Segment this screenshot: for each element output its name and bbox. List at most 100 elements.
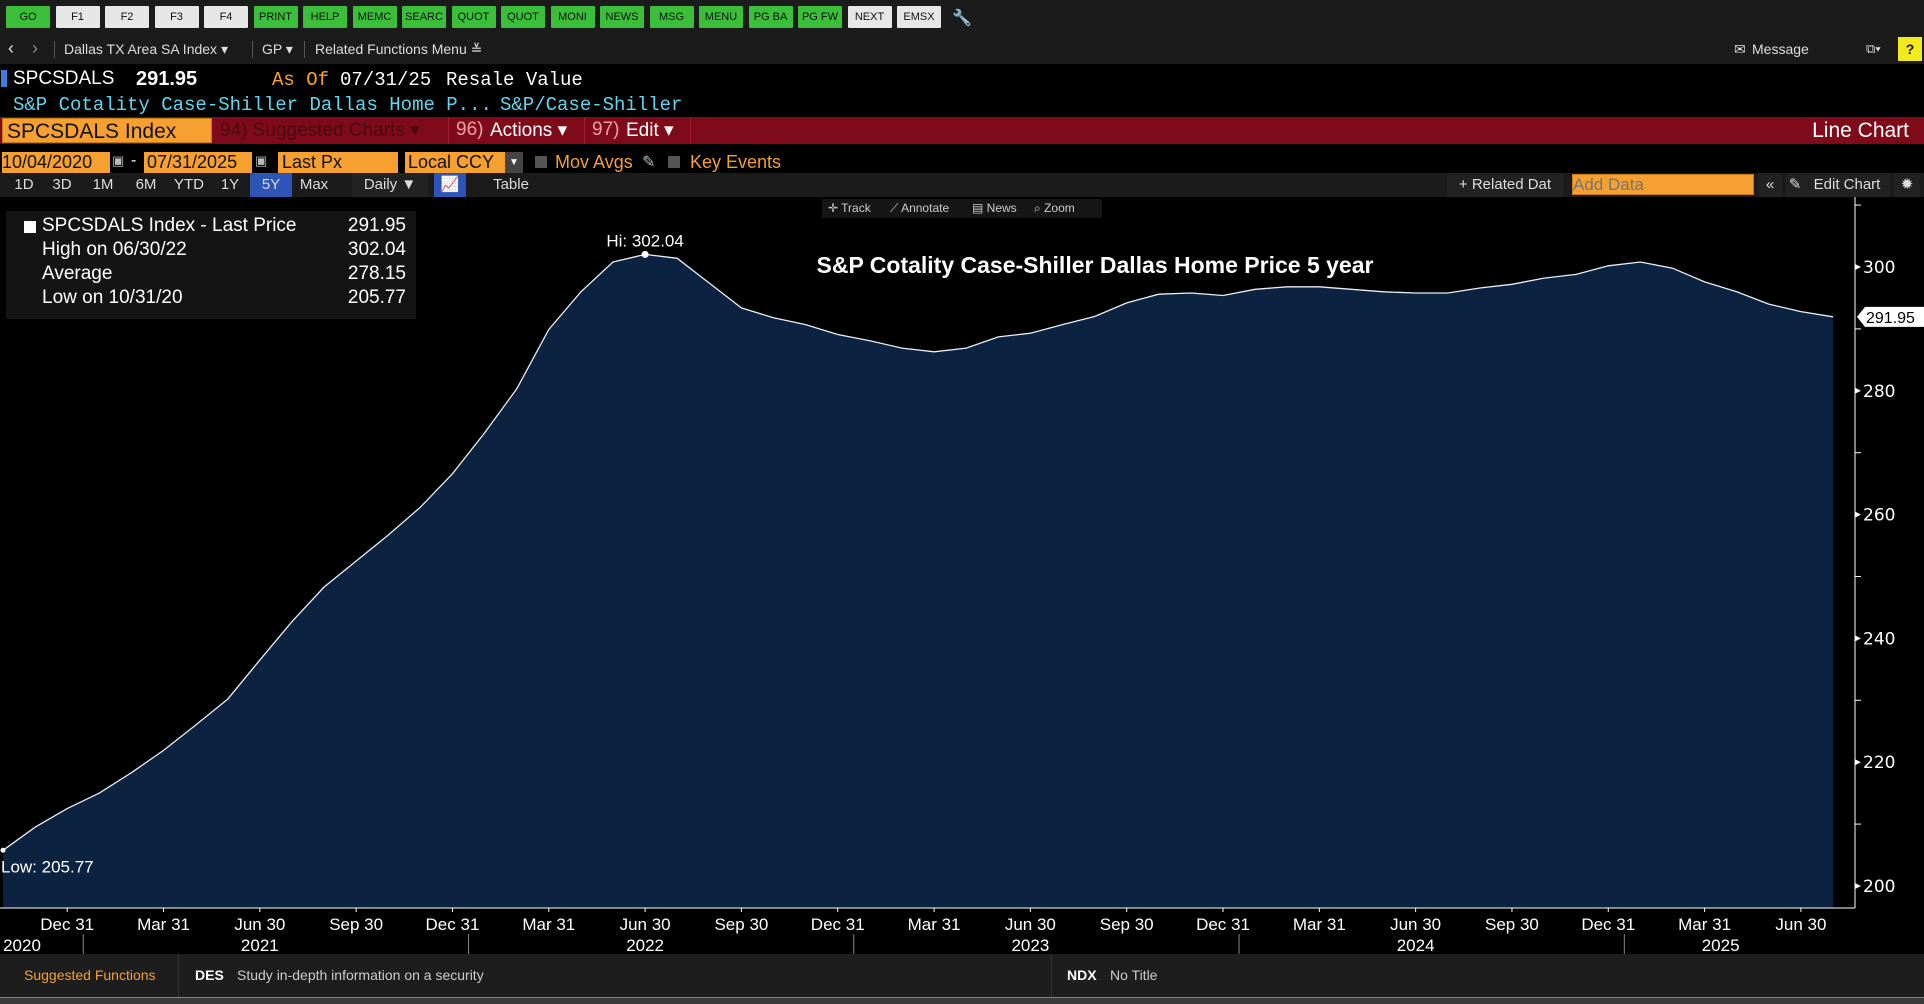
des-function-text[interactable]: Study in-depth information on a security	[237, 967, 484, 983]
des-function-code[interactable]: DES	[195, 967, 224, 983]
chart-area[interactable]: 200 220 240 260 280 300 291.95 Hi: 302.04 Low: 2…	[0, 197, 1924, 954]
help-button[interactable]: ?	[1898, 37, 1922, 61]
legend-average: 278.15	[347, 263, 406, 284]
toolbar-button-quot[interactable]: QUOT	[501, 6, 545, 28]
toolbar-button-moni[interactable]: MONI	[550, 6, 595, 28]
actions-menu[interactable]: Actions ▾	[490, 120, 568, 141]
year-label: 2024	[1397, 936, 1435, 954]
last-value-tag	[1857, 306, 1924, 327]
toolbar-button-memc[interactable]: MEMC	[352, 6, 397, 28]
related-functions-menu[interactable]: Related Functions Menu ≚	[315, 41, 483, 57]
range-button-max[interactable]: Max	[299, 176, 329, 193]
chart-legend: SPCSDALS Index - Last Price 291.95 High …	[6, 211, 416, 319]
legend-square-icon	[24, 221, 36, 233]
range-button-1m[interactable]: 1M	[92, 176, 114, 193]
ndx-function-text[interactable]: No Title	[1110, 967, 1158, 983]
chart-type-label: Line Chart	[1812, 119, 1909, 142]
chart-tools: ✛ Track ⟋ Annotate ▤ News ⌕ Zoom	[822, 199, 1102, 218]
wrench-icon[interactable]: 🔧	[952, 10, 972, 27]
news-tool[interactable]: ▤ News	[972, 201, 1017, 215]
back-icon[interactable]: ‹	[8, 38, 14, 58]
window-options-icon[interactable]: ⧉▾	[1866, 41, 1881, 56]
toolbar-button-emsx[interactable]: EMSX	[897, 6, 941, 28]
track-tool[interactable]: ✛ Track	[828, 201, 871, 215]
legend-average-label: Average	[42, 263, 113, 284]
year-label: 2022	[626, 936, 664, 954]
frequency-dropdown[interactable]: Daily ▼	[352, 173, 428, 197]
key-events-label: Key Events	[690, 152, 782, 172]
x-tick-label: Mar 31	[137, 915, 190, 934]
range-button-1y[interactable]: 1Y	[220, 176, 240, 193]
function-dropdown[interactable]: GP ▾	[262, 41, 293, 57]
toolbar-button-next[interactable]: NEXT	[847, 6, 892, 28]
taskbar	[0, 997, 1924, 1004]
field-input[interactable]: Last Px	[278, 152, 398, 173]
y-tick-label: 220	[1863, 753, 1895, 773]
toolbar-button-f1[interactable]: F1	[55, 6, 100, 28]
table-button[interactable]: Table	[493, 176, 529, 193]
legend-low: 205.77	[347, 287, 406, 308]
calendar-icon[interactable]: ▣	[112, 153, 125, 168]
pencil-icon[interactable]: ✎	[1786, 173, 1804, 197]
toolbar-button-help[interactable]: HELP	[303, 6, 347, 28]
legend-high: 302.04	[347, 239, 406, 260]
toolbar-button-pg-ba[interactable]: PG BA	[748, 6, 793, 28]
toolbar-button-pg-fw[interactable]: PG FW	[798, 6, 842, 28]
calendar-icon[interactable]: ▣	[255, 153, 268, 168]
end-date-input[interactable]: 07/31/2025	[144, 152, 252, 173]
x-tick-label: Mar 31	[908, 915, 961, 934]
function-toolbar: GO F1 F2 F3 F4 PRINT HELP MEMC SEARC QUOT QUOT MONI…	[0, 0, 1924, 34]
legend-title: SPCSDALS Index - Last Price	[42, 215, 297, 236]
toolbar-button-print[interactable]: PRINT	[253, 6, 298, 28]
y-tick	[1855, 511, 1861, 518]
edit-chart-button[interactable]: Edit Chart	[1804, 173, 1890, 197]
x-tick-label: Sep 30	[329, 915, 383, 934]
series-line	[2, 253, 1834, 851]
suggested-charts-menu[interactable]: 94) Suggested Charts ▾	[220, 120, 420, 141]
toolbar-button-quot[interactable]: QUOT	[451, 6, 496, 28]
edit-menu[interactable]: Edit ▾	[626, 120, 674, 141]
toolbar-button-news[interactable]: NEWS	[600, 6, 644, 28]
toolbar-button-f2[interactable]: F2	[105, 6, 149, 28]
y-tick	[1855, 264, 1861, 270]
key-events-checkbox[interactable]	[668, 156, 680, 168]
edit-menu-number[interactable]: 97)	[592, 119, 620, 140]
envelope-icon[interactable]: ✉	[1734, 41, 1746, 57]
range-button-6m[interactable]: 6M	[135, 176, 157, 193]
actions-menu-number[interactable]: 96)	[456, 119, 484, 140]
range-button-5y[interactable]: 5Y	[250, 173, 292, 197]
range-button-1d[interactable]: 1D	[14, 176, 34, 193]
forward-icon[interactable]: ›	[32, 38, 38, 58]
toolbar-button-searc[interactable]: SEARC	[402, 6, 446, 28]
mov-avgs-checkbox[interactable]	[535, 156, 547, 168]
toolbar-button-f4[interactable]: F4	[204, 6, 248, 28]
currency-dropdown[interactable]: Local CCY	[405, 152, 505, 173]
y-tick-label: 240	[1863, 629, 1895, 649]
security-dropdown[interactable]: Dallas TX Area SA Index ▾	[64, 41, 228, 57]
range-button-ytd[interactable]: YTD	[174, 176, 204, 193]
add-data-input[interactable]	[1572, 174, 1754, 195]
suggested-functions-bar: Suggested Functions DES Study in-depth i…	[0, 954, 1924, 997]
collapse-icon[interactable]: «	[1758, 173, 1782, 197]
y-tick-label: 280	[1863, 382, 1895, 402]
range-button-3d[interactable]: 3D	[52, 176, 72, 193]
security-input[interactable]: SPCSDALS Index	[2, 118, 212, 143]
y-tick	[1855, 635, 1861, 642]
chevron-down-icon[interactable]: ▼	[505, 152, 523, 173]
toolbar-button-msg[interactable]: MSG	[649, 6, 694, 28]
y-tick	[1855, 387, 1861, 394]
ndx-function-code[interactable]: NDX	[1067, 967, 1097, 983]
start-date-input[interactable]: 10/04/2020	[2, 152, 110, 173]
message-button[interactable]: Message	[1752, 41, 1809, 57]
annotate-tool[interactable]: ⟋ Annotate	[890, 201, 950, 215]
pencil-icon[interactable]: ✎	[642, 154, 656, 171]
year-label: 2020	[3, 936, 41, 954]
settings-gear-icon[interactable]: ✹	[1894, 173, 1920, 197]
toolbar-button-go[interactable]: GO	[6, 6, 50, 28]
zoom-tool[interactable]: ⌕ Zoom	[1034, 201, 1075, 215]
related-data-button[interactable]: + Related Dat	[1447, 173, 1563, 197]
y-tick-label: 200	[1863, 877, 1895, 897]
line-chart-icon[interactable]: 📈	[434, 173, 466, 197]
toolbar-button-f3[interactable]: F3	[154, 6, 199, 28]
toolbar-button-menu[interactable]: MENU	[699, 6, 743, 28]
